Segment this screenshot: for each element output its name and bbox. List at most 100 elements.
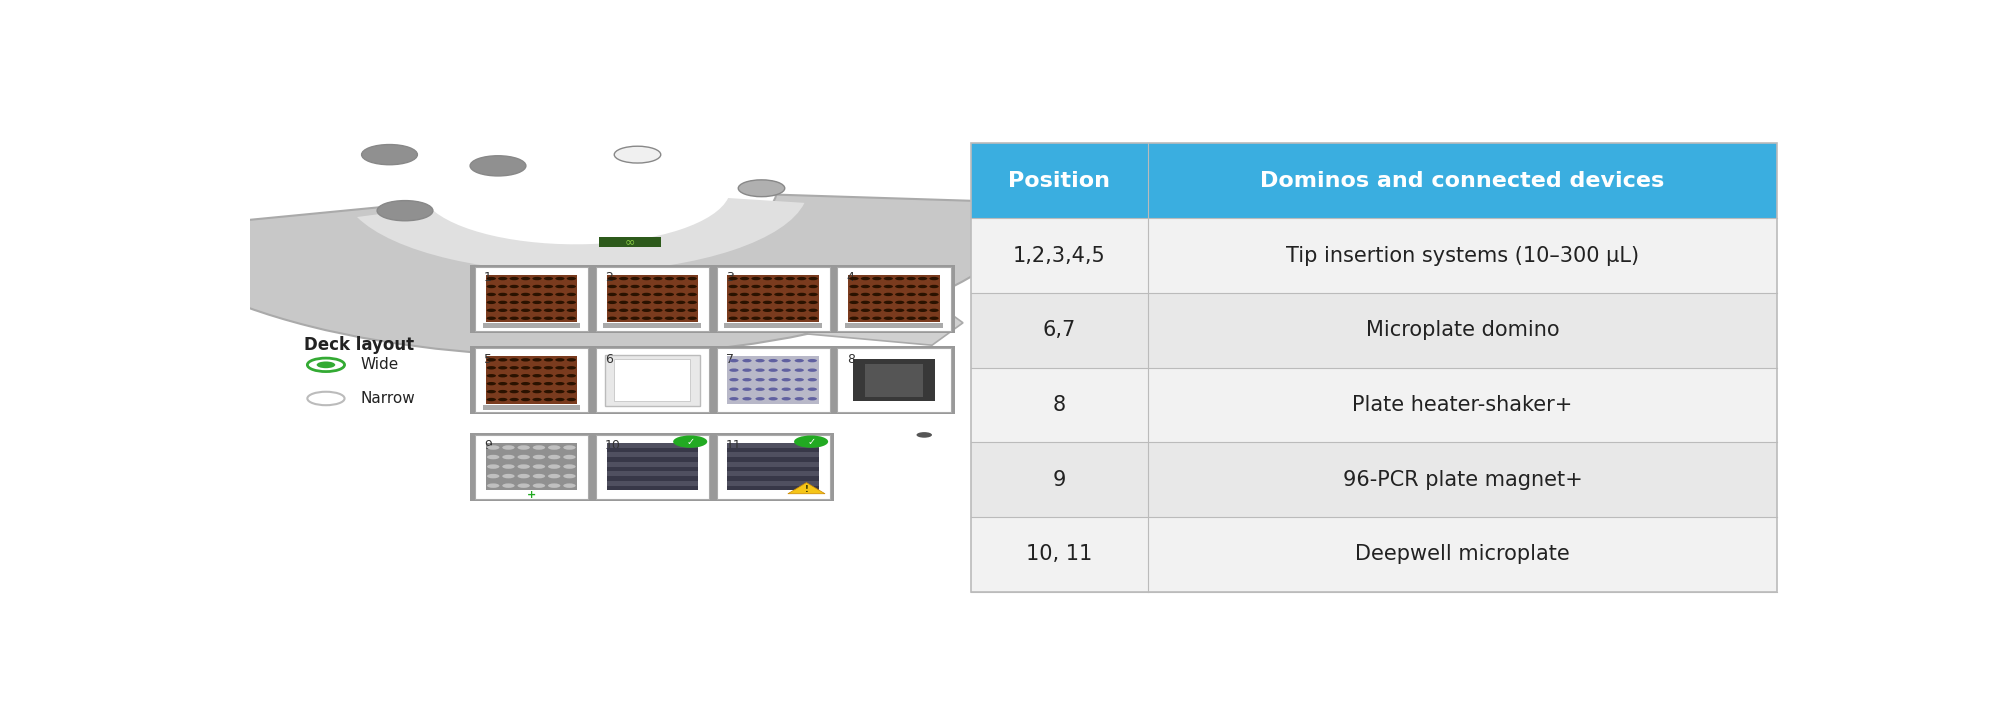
Circle shape xyxy=(742,397,752,400)
Circle shape xyxy=(488,483,500,488)
Bar xyxy=(606,443,698,491)
Circle shape xyxy=(608,301,616,304)
Circle shape xyxy=(654,301,662,304)
Circle shape xyxy=(520,309,530,312)
Text: 7: 7 xyxy=(726,352,734,365)
Circle shape xyxy=(752,309,760,312)
Circle shape xyxy=(774,277,784,280)
Circle shape xyxy=(518,455,530,459)
Bar xyxy=(606,448,698,452)
Circle shape xyxy=(532,317,542,320)
Circle shape xyxy=(378,201,432,221)
Bar xyxy=(970,443,1148,517)
Circle shape xyxy=(730,378,738,381)
Circle shape xyxy=(918,301,928,304)
Bar xyxy=(866,364,922,397)
Circle shape xyxy=(798,285,806,288)
Text: 9: 9 xyxy=(484,440,492,452)
Text: 2: 2 xyxy=(604,272,612,284)
Circle shape xyxy=(808,359,816,363)
Circle shape xyxy=(654,277,662,280)
Circle shape xyxy=(786,277,794,280)
Circle shape xyxy=(510,293,518,296)
Circle shape xyxy=(544,285,554,288)
Circle shape xyxy=(566,382,576,385)
Bar xyxy=(728,274,818,323)
Circle shape xyxy=(906,309,916,312)
Circle shape xyxy=(676,285,686,288)
Circle shape xyxy=(498,277,508,280)
Circle shape xyxy=(850,317,858,320)
Circle shape xyxy=(642,309,652,312)
Circle shape xyxy=(498,374,508,377)
Bar xyxy=(716,266,830,331)
Circle shape xyxy=(664,277,674,280)
Circle shape xyxy=(730,387,738,391)
Circle shape xyxy=(860,285,870,288)
Circle shape xyxy=(556,317,564,320)
Text: +: + xyxy=(526,491,536,500)
Circle shape xyxy=(808,277,818,280)
Circle shape xyxy=(752,285,760,288)
Text: 3: 3 xyxy=(726,272,734,284)
Circle shape xyxy=(918,293,928,296)
Bar xyxy=(1148,293,1776,368)
Bar xyxy=(482,405,580,410)
Bar xyxy=(592,265,714,333)
Bar xyxy=(486,274,578,323)
Circle shape xyxy=(676,301,686,304)
Circle shape xyxy=(642,317,652,320)
Bar xyxy=(716,348,830,413)
Circle shape xyxy=(782,397,790,400)
Circle shape xyxy=(782,368,790,372)
Circle shape xyxy=(872,285,882,288)
Circle shape xyxy=(502,455,514,459)
Circle shape xyxy=(762,285,772,288)
Circle shape xyxy=(896,309,904,312)
Circle shape xyxy=(532,277,542,280)
Circle shape xyxy=(762,317,772,320)
Circle shape xyxy=(532,366,542,370)
Circle shape xyxy=(510,277,518,280)
Bar xyxy=(728,356,818,403)
Text: 8: 8 xyxy=(846,352,854,365)
Bar xyxy=(848,274,940,323)
Circle shape xyxy=(510,285,518,288)
Text: 4: 4 xyxy=(846,272,854,284)
Circle shape xyxy=(486,358,496,362)
Circle shape xyxy=(556,398,564,401)
Circle shape xyxy=(566,358,576,362)
Circle shape xyxy=(510,309,518,312)
Circle shape xyxy=(488,446,500,450)
Circle shape xyxy=(498,398,508,401)
Text: 1,2,3,4,5: 1,2,3,4,5 xyxy=(1014,245,1106,266)
Circle shape xyxy=(566,285,576,288)
Circle shape xyxy=(532,464,546,469)
Circle shape xyxy=(654,293,662,296)
Circle shape xyxy=(884,309,892,312)
Circle shape xyxy=(752,277,760,280)
Bar xyxy=(606,274,698,323)
Circle shape xyxy=(498,390,508,393)
Circle shape xyxy=(872,293,882,296)
Circle shape xyxy=(532,301,542,304)
Text: Wide: Wide xyxy=(360,357,398,372)
Text: 11: 11 xyxy=(726,440,742,452)
Circle shape xyxy=(556,293,564,296)
Circle shape xyxy=(664,293,674,296)
Circle shape xyxy=(544,309,554,312)
Circle shape xyxy=(518,483,530,488)
Text: 6,7: 6,7 xyxy=(1042,320,1076,340)
Circle shape xyxy=(860,309,870,312)
Circle shape xyxy=(740,301,750,304)
Circle shape xyxy=(860,317,870,320)
Circle shape xyxy=(532,474,546,478)
Circle shape xyxy=(774,293,784,296)
Circle shape xyxy=(488,464,500,469)
Circle shape xyxy=(498,301,508,304)
Bar xyxy=(852,359,936,401)
Circle shape xyxy=(740,293,750,296)
Circle shape xyxy=(906,301,916,304)
Text: !: ! xyxy=(804,486,808,494)
Circle shape xyxy=(676,309,686,312)
